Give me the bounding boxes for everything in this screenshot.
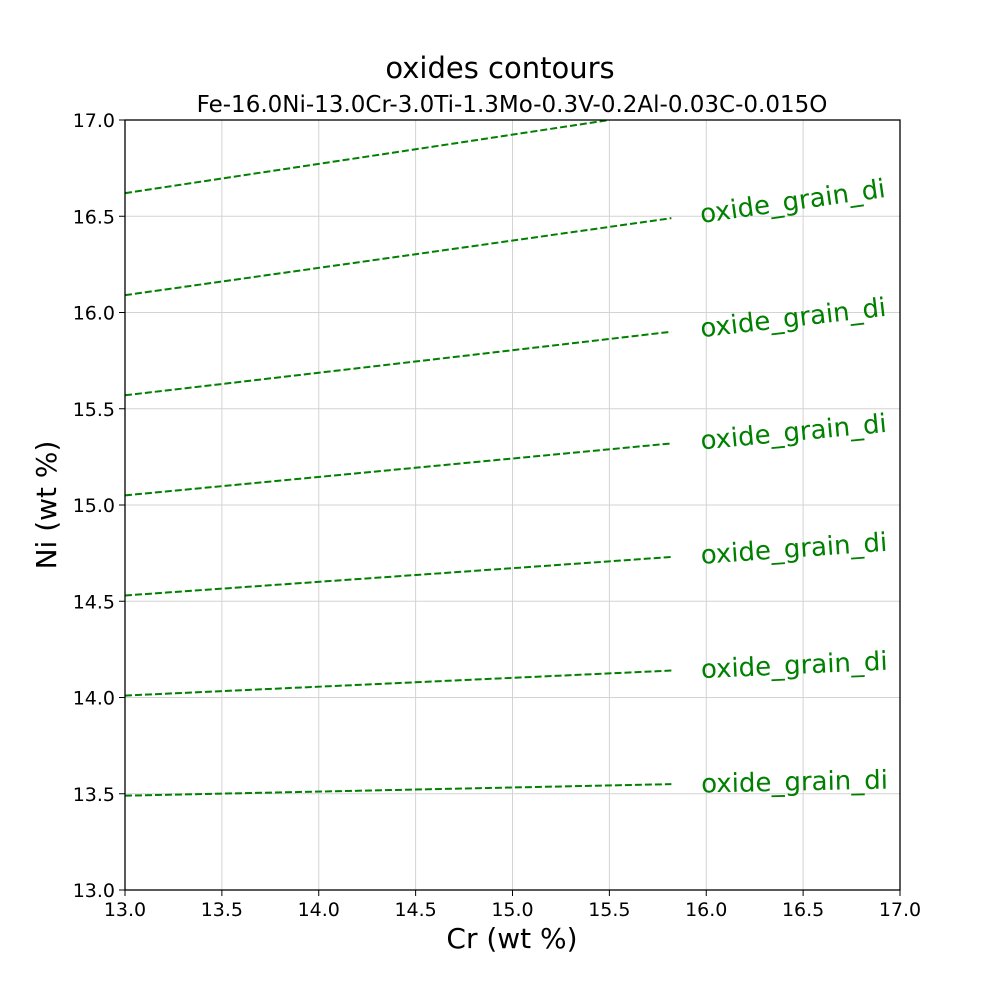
y-axis-label: Ni (wt %): [30, 441, 63, 570]
y-tick-label: 17.0: [73, 110, 115, 132]
y-tick-label: 16.0: [73, 303, 115, 325]
x-axis-label: Cr (wt %): [446, 922, 577, 955]
y-tick-label: 15.5: [73, 399, 115, 421]
y-tick-label: 16.5: [73, 206, 115, 228]
contour-line: [125, 330, 672, 397]
contour-lines: [125, 120, 672, 797]
y-tick-label: 13.0: [73, 880, 115, 902]
x-tick-label: 15.0: [491, 899, 533, 921]
x-tick-label: 13.0: [104, 899, 146, 921]
contour-labels: oxide_grain_di oxide_grain_di oxide_grain_…: [698, 174, 888, 799]
x-tick-label: 14.5: [394, 899, 436, 921]
contour-line: [125, 120, 610, 195]
x-tick-label: 14.0: [298, 899, 340, 921]
contour-line: [125, 442, 672, 497]
y-tick-label: 14.5: [73, 591, 115, 613]
x-tick-label: 16.5: [782, 899, 824, 921]
y-tick-label: 14.0: [73, 688, 115, 710]
y-tick-label: 13.5: [73, 784, 115, 806]
contour-label: oxide_grain_di: [699, 293, 888, 344]
x-tick-label: 16.0: [685, 899, 727, 921]
x-tick-label: 17.0: [879, 899, 921, 921]
x-axis-ticks: 13.0 13.5 14.0 14.5 15.0 15.5 16.0 16.5 17.0: [104, 890, 921, 921]
y-axis-ticks: 13.0 13.5 14.0 14.5 15.0 15.5 16.0 16.5 17.0: [73, 110, 125, 902]
x-tick-label: 13.5: [201, 899, 243, 921]
contour-label: oxide_grain_di: [698, 174, 887, 230]
contour-line: [125, 783, 672, 797]
contour-label: oxide_grain_di: [699, 409, 888, 457]
contour-line: [125, 669, 672, 697]
contour-line: [125, 555, 672, 597]
chart-subtitle: Fe-16.0Ni-13.0Cr-3.0Ti-1.3Mo-0.3V-0.2Al-…: [197, 92, 828, 118]
contour-line: [125, 217, 672, 297]
contour-label: oxide_grain_di: [700, 528, 888, 571]
x-tick-label: 15.5: [588, 899, 630, 921]
chart-title: oxides contours: [385, 51, 614, 85]
contour-label: oxide_grain_di: [700, 647, 888, 686]
contour-label: oxide_grain_di: [701, 766, 888, 800]
y-tick-label: 15.0: [73, 495, 115, 517]
